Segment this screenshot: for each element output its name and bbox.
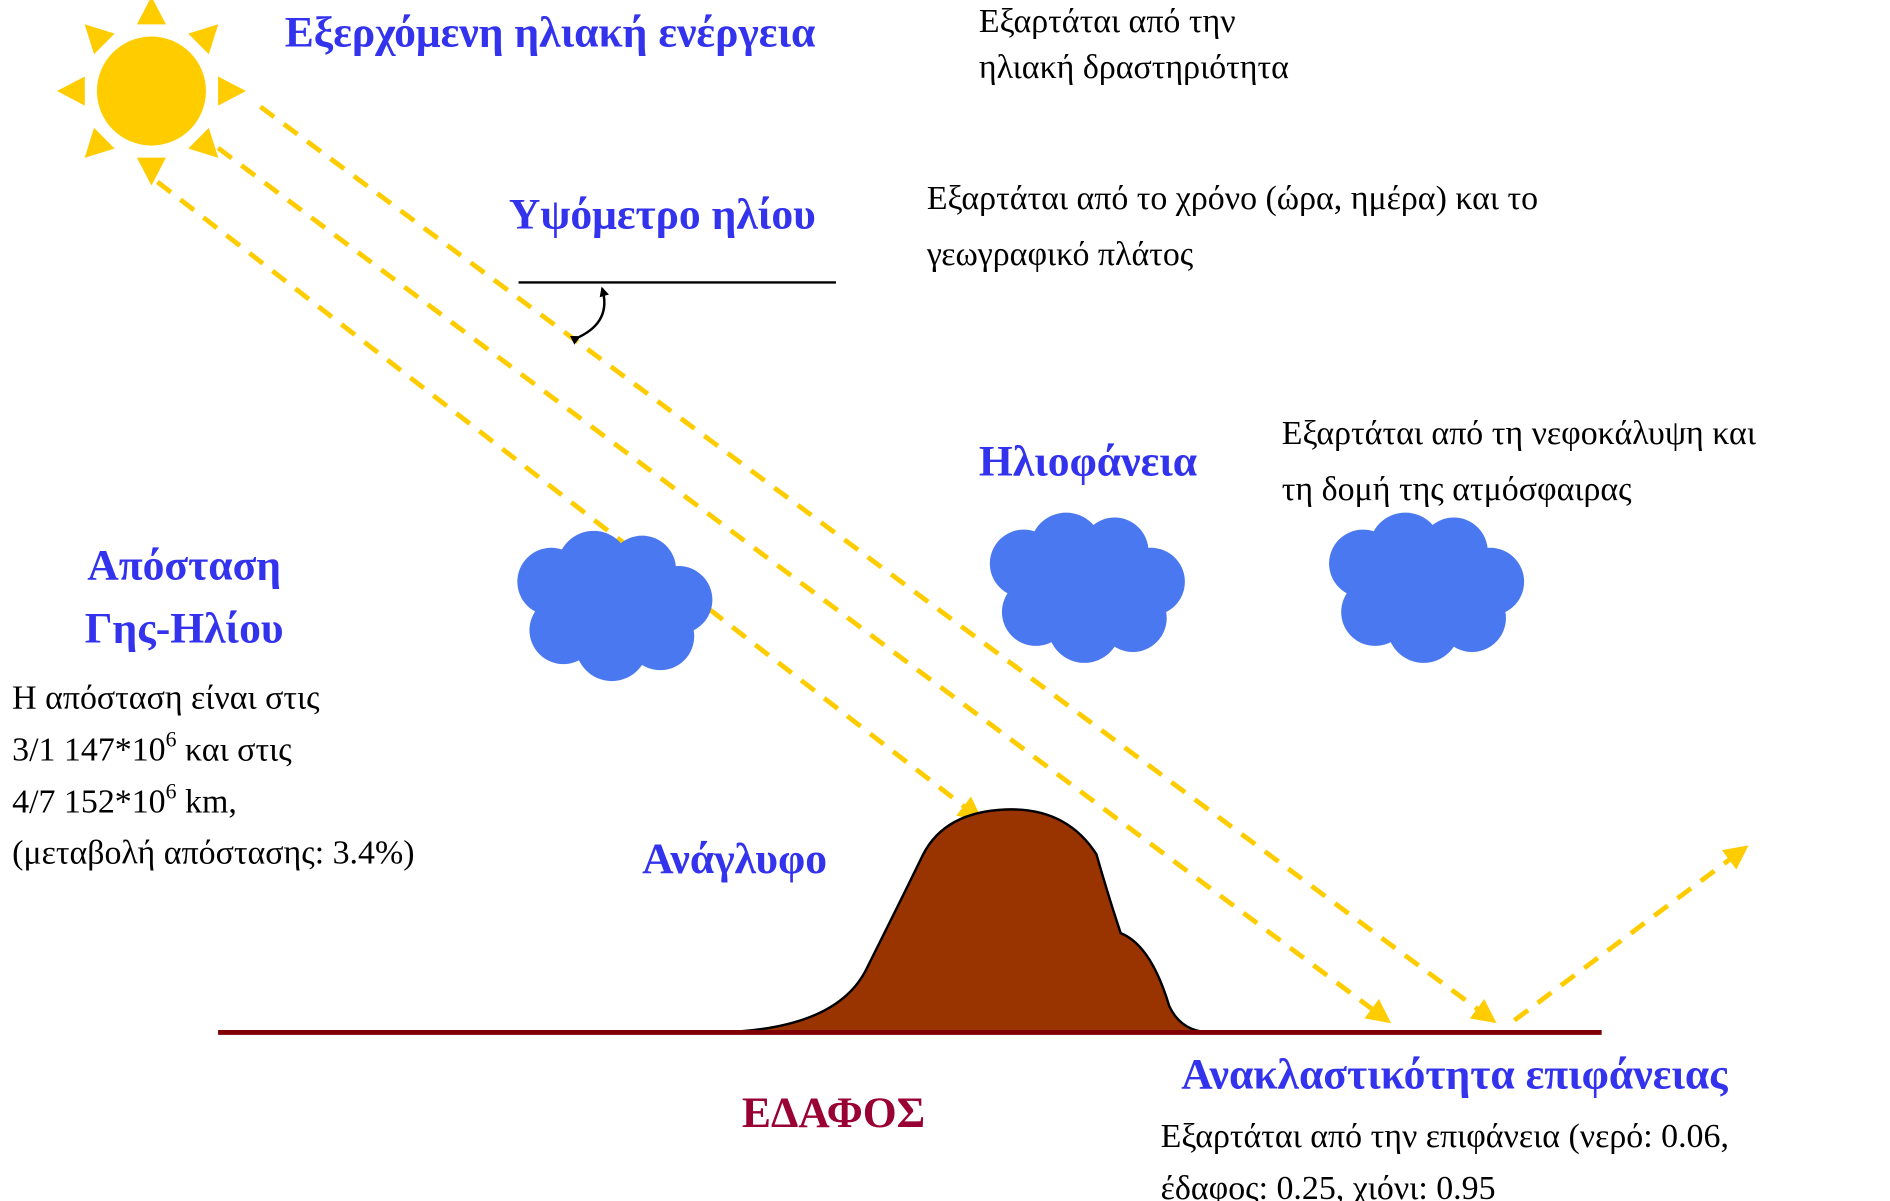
- altitude-description: Εξαρτάται από το χρόνο (ώρα, ημέρα) και …: [927, 180, 1538, 217]
- altitude-title: Υψόμετρο ηλίου: [509, 190, 816, 238]
- sun-ray: [218, 148, 1387, 1020]
- solar-description: Εξαρτάται από την: [979, 3, 1236, 40]
- distance-title: Γης-Ηλίου: [85, 605, 284, 653]
- distance-line: 3/1 147*106 και στις: [12, 728, 292, 769]
- text-part: (μεταβολή απόστασης: 3.4%): [12, 834, 414, 871]
- text-part: Η απόσταση είναι στις: [12, 679, 320, 716]
- angle-arrow: [579, 289, 604, 337]
- sunshine-description: τη δομή της ατμόσφαιρας: [1282, 471, 1632, 508]
- solar-description: ηλιακή δραστηριότητα: [979, 49, 1289, 86]
- cloud: [1329, 513, 1524, 663]
- albedo-description: έδαφος: 0.25, χιόνι: 0.95: [1161, 1170, 1496, 1201]
- albedo-title: Ανακλαστικότητα επιφάνειας: [1181, 1050, 1728, 1098]
- diagram: Εξερχόμενη ηλιακή ενέργεια Εξαρτάται από…: [0, 0, 1890, 1201]
- sun: [57, 0, 246, 186]
- distance-line: Η απόσταση είναι στις: [12, 679, 320, 716]
- distance-line: (μεταβολή απόστασης: 3.4%): [12, 834, 414, 871]
- distance-line: 4/7 152*106 km,: [12, 780, 237, 821]
- albedo-description: Εξαρτάται από την επιφάνεια (νερό: 0.06,: [1161, 1118, 1729, 1155]
- distance-title: Απόσταση: [87, 542, 281, 590]
- text-part: 4/7 152*10: [12, 783, 166, 820]
- ground-title: ΕΔΑΦΟΣ: [742, 1089, 925, 1137]
- solar-title: Εξερχόμενη ηλιακή ενέργεια: [285, 9, 816, 57]
- sun-ray: [260, 107, 1492, 1021]
- text-part: km,: [177, 783, 237, 820]
- cloud: [517, 531, 712, 681]
- superscript: 6: [166, 780, 177, 804]
- relief-title: Ανάγλυφο: [642, 835, 827, 883]
- sunshine-title: Ηλιοφάνεια: [979, 437, 1197, 485]
- superscript: 6: [166, 728, 177, 752]
- reflected-ray: [1514, 848, 1744, 1020]
- text-part: 3/1 147*10: [12, 731, 166, 768]
- sun-ray: [158, 182, 979, 818]
- altitude-description: γεωγραφικό πλάτος: [926, 236, 1194, 273]
- sunshine-description: Εξαρτάται από τη νεφοκάλυψη και: [1282, 415, 1756, 452]
- cloud: [990, 513, 1185, 663]
- text-part: και στις: [177, 731, 293, 768]
